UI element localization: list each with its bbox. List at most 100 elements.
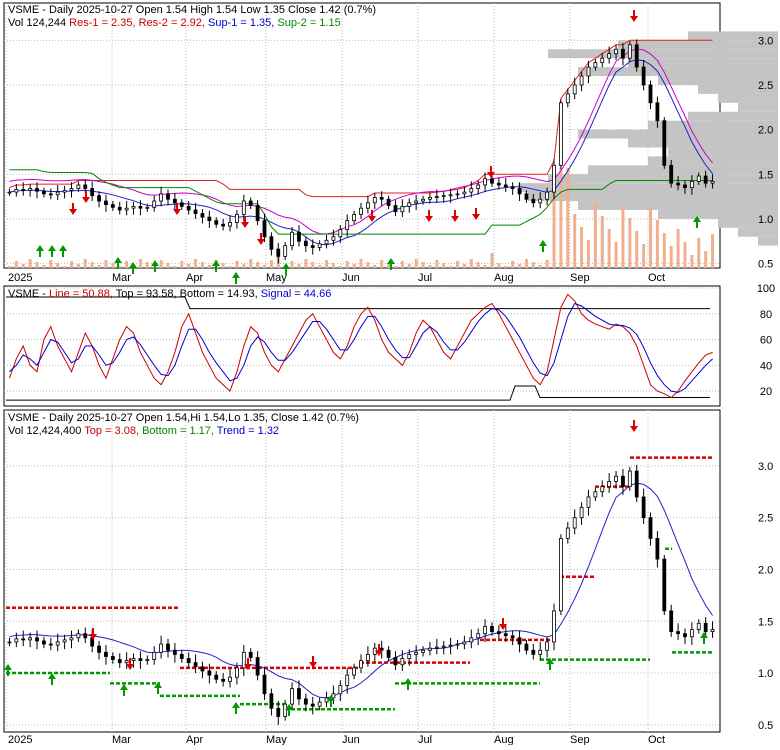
trend-candle-body xyxy=(434,646,439,649)
volume-bar xyxy=(538,265,542,268)
volume-bar xyxy=(428,265,432,268)
volume-bar xyxy=(642,244,646,268)
volume-bar xyxy=(545,260,549,268)
trend-buy-arrow-shaft xyxy=(123,690,125,696)
candle-body xyxy=(221,223,226,227)
trend-y-tick-label: 1.5 xyxy=(758,616,773,628)
candle-body xyxy=(393,205,398,213)
volume-profile-bar xyxy=(588,165,778,175)
sell-arrow-shaft xyxy=(85,191,87,197)
trend-candle-body xyxy=(365,653,370,662)
buy-arrow xyxy=(212,260,220,266)
osc-header-part-1: Line = 50.88, xyxy=(49,288,116,300)
panel-trend-x-axis: 2025 Mar Apr May Jun Jul Aug Sep Oct xyxy=(8,734,665,746)
trend-candle-body xyxy=(76,633,81,639)
buy-arrow xyxy=(59,245,67,251)
volume-bar xyxy=(669,246,673,268)
trend-buy-arrow xyxy=(154,682,162,688)
trend-candle-body xyxy=(572,517,577,529)
trend-candle-body xyxy=(166,643,170,651)
trend-candle-body xyxy=(703,622,708,633)
volume-bar xyxy=(711,234,715,268)
trend-candle-body xyxy=(138,658,143,662)
candle-body xyxy=(710,180,715,184)
trend-candle-body xyxy=(283,703,288,717)
trend-y-tick-label: 2.0 xyxy=(758,564,773,576)
price-y-tick-label: 0.5 xyxy=(758,259,773,271)
price-candles xyxy=(7,39,715,264)
volume-bar xyxy=(373,265,377,268)
candle-body xyxy=(255,205,260,222)
candle-body xyxy=(365,202,370,209)
buy-arrow-shaft xyxy=(62,251,64,257)
trend-buy-arrow-shaft xyxy=(549,664,551,670)
panel-trend-y-axis: 3.0 2.5 2.0 1.5 1.0 0.5 xyxy=(758,461,773,732)
volume-bar xyxy=(56,263,60,268)
candle-body xyxy=(69,188,74,191)
volume-bar xyxy=(449,266,453,268)
volume-bar xyxy=(704,251,708,268)
trend-sell-arrow-shaft xyxy=(633,420,635,426)
sell-arrow-shaft xyxy=(371,210,373,216)
volume-bar xyxy=(497,263,501,268)
volume-bar xyxy=(42,265,46,268)
trend-candle-body xyxy=(407,653,412,659)
trend-candle-body xyxy=(621,475,625,488)
candle-body xyxy=(200,213,205,218)
trend-x-tick-label: Jun xyxy=(342,734,360,745)
buy-arrow xyxy=(48,245,56,251)
trend-candle-body xyxy=(600,486,605,493)
candle-body xyxy=(469,188,474,193)
trend-candle-body xyxy=(290,688,294,705)
top-line xyxy=(6,296,710,310)
volume-profile-bar xyxy=(548,174,778,184)
volume-bar xyxy=(683,242,687,268)
trend-candle-body xyxy=(683,633,687,638)
volume-bar xyxy=(387,263,391,268)
osc-y-tick-label: 100 xyxy=(757,283,775,295)
trend-candle-body xyxy=(634,470,639,498)
volume-bar xyxy=(28,259,32,268)
trend-sell-arrow-shaft xyxy=(247,658,249,664)
candle-body xyxy=(428,197,432,200)
panel-trend-grid xyxy=(4,410,720,732)
panel-trend-header-2: Vol 12,424,400 Top = 3.08, Bottom = 1.17… xyxy=(8,425,279,437)
candle-body xyxy=(455,193,460,196)
volume-bar xyxy=(166,263,170,268)
buy-arrow xyxy=(114,257,122,263)
sell-arrow xyxy=(368,216,376,222)
volume-profile-bar xyxy=(648,120,778,130)
buy-arrow-shaft xyxy=(154,266,156,272)
trend-candle-body xyxy=(386,649,391,658)
candle-body xyxy=(634,44,639,68)
volume-bar xyxy=(580,227,584,268)
candle-body xyxy=(448,194,453,197)
volume-profile xyxy=(518,31,778,246)
candle-body xyxy=(696,175,701,182)
trend-candle-body xyxy=(172,649,177,655)
panel-oscillator-grid xyxy=(4,287,720,392)
trend-buy-arrow xyxy=(4,664,12,670)
candle-body xyxy=(689,180,694,189)
candle-body xyxy=(90,188,95,197)
volume-bar xyxy=(200,262,204,268)
volume-bar xyxy=(462,264,466,268)
candle-body xyxy=(669,164,674,184)
candle-body xyxy=(248,200,253,206)
panel-trend-frame xyxy=(3,409,721,733)
trend-buy-arrow-shaft xyxy=(703,638,705,644)
volume-bar xyxy=(524,259,528,268)
candle-body xyxy=(159,193,163,202)
trend-buy-arrow xyxy=(232,702,240,708)
trend-candle-body xyxy=(255,657,260,676)
candle-body xyxy=(648,84,653,104)
trend-candle-body xyxy=(241,651,246,669)
osc-series-line xyxy=(9,302,713,393)
price-x-tick-label: 2025 xyxy=(8,272,32,284)
panel-oscillator-frame xyxy=(3,285,721,407)
volume-bar xyxy=(159,260,163,268)
buy-arrow xyxy=(36,245,44,251)
volume-profile-bar xyxy=(658,209,778,219)
price-y-tick-label: 3.0 xyxy=(758,35,773,47)
osc-header-part-3: Bottom = 14.93, xyxy=(180,288,261,300)
